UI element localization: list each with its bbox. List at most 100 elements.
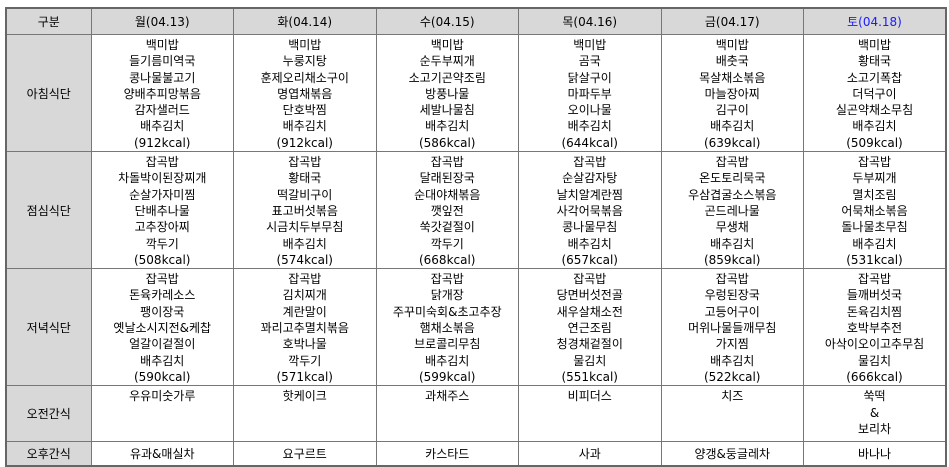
menu-item: 황태국 [857,54,892,69]
menu-item: 잡곡밥 [573,155,607,170]
menu-item: 우유미숫가루 [129,389,196,404]
menu-item: 브로콜리무침 [414,337,481,352]
menu-item: 핫케이크 [282,389,327,404]
menu-item: 양배추피망볶음 [123,86,201,101]
day-header-tue: 화(04.14) [233,7,377,35]
menu-cell: 백미밥 황태국 소고기폭찹 더덕구이 실곤약채소무침 배추김치 (509kcal) [803,33,947,153]
menu-item: 카스타드 [425,446,470,461]
menu-item: 치즈 [721,389,744,404]
calorie-text: (509kcal) [846,135,903,150]
menu-item: 잡곡밥 [288,272,322,287]
menu-item: 배추김치 [425,119,470,134]
menu-item: 물김치 [857,353,892,368]
calorie-text: (508kcal) [133,252,191,267]
menu-item: 깍두기 [288,353,322,368]
menu-item: 배추김치 [710,236,755,251]
menu-cell: 카스타드 [375,441,519,467]
header-row: 구분 월(04.13) 화(04.14) 수(04.15) 목(04.16) 금… [5,7,947,35]
menu-item: 마늘장아찌 [704,86,760,101]
menu-cell: 잡곡밥 달래된장국 순대야채볶음 깻잎전 쑥갓겉절이 깍두기 (668kcal) [375,151,519,270]
menu-item: 곰국 [578,54,601,69]
menu-cell: 사과 [518,441,662,467]
menu-item: 잡곡밥 [288,155,322,170]
calorie-text: (599kcal) [418,369,476,384]
menu-item: 돈육김치찜 [846,304,903,319]
menu-item: 팽이장국 [140,304,185,319]
menu-item: 떡갈비구이 [277,187,333,202]
row-breakfast: 아침식단 백미밥 들기름미역국 콩나물불고기 양배추피망볶음 감자샐러드 배추김치 (912k… [5,33,947,153]
menu-item: 쑥떡 [863,389,886,404]
menu-cell: 백미밥 누룽지탕 훈제오리채소구이 명엽채볶음 단호박찜 배추김치 (912kcal) [233,33,377,153]
menu-cell: 잡곡밥 순살감자탕 날치알계란찜 사각어묵볶음 콩나물무침 배추김치 (657kcal) [518,151,662,270]
menu-item: 배추김치 [282,236,327,251]
menu-item: 방풍나물 [425,86,470,101]
menu-item: 차돌박이된장찌개 [118,171,207,186]
menu-item: 표고버섯볶음 [271,203,338,218]
menu-item: 백미밥 [573,38,607,52]
menu-item: 배추김치 [710,119,755,134]
menu-item: 옛날소시지전&케찹 [113,321,212,336]
menu-item: 잡곡밥 [857,155,892,170]
category-header: 구분 [5,7,92,35]
menu-item: & [869,405,880,420]
calorie-text: (590kcal) [133,369,191,384]
menu-item: 배추김치 [140,119,185,134]
menu-item: 단호박찜 [282,103,327,118]
menu-item: 물김치 [573,353,607,368]
menu-item: 주꾸미숙회&초고추장 [392,304,502,319]
menu-item: 잡곡밥 [145,155,179,170]
menu-item: 순살감자탕 [562,171,618,186]
menu-item: 소고기곤약조림 [408,70,486,85]
menu-item: 깍두기 [430,236,464,251]
menu-cell: 잡곡밥 온도토리묵국 우삼겹굴소스볶음 곤드레나물 무생채 배추김치 (859kcal) [660,151,804,270]
menu-item: 배추김치 [140,353,185,368]
menu-item: 콩나물불고기 [129,70,196,85]
menu-cell: 잡곡밥 차돌박이된장찌개 순살가자미찜 단배추나물 고추장아찌 깍두기 (508kcal) [90,151,234,270]
menu-item: 순살가자미찜 [129,187,196,202]
menu-item: 배추김치 [852,236,897,251]
menu-cell: 핫케이크 [233,385,377,443]
menu-item: 청경채겉절이 [556,337,623,352]
menu-item: 감자샐러드 [134,103,190,118]
menu-item: 배추김치 [425,353,470,368]
day-header-fri: 금(04.17) [660,7,804,35]
menu-cell: 백미밥 곰국 닭살구이 마파두부 오이나물 배추김치 (644kcal) [518,33,662,153]
menu-item: 가지찜 [715,337,749,352]
menu-item: 어묵채소볶음 [841,203,908,218]
menu-item: 당면버섯전골 [556,288,623,303]
menu-cell: 잡곡밥 두부찌개 멸치조림 어묵채소볶음 돌나물초무침 배추김치 (531kcal) [803,151,947,270]
menu-item: 들깨버섯국 [846,288,903,303]
calorie-text: (522kcal) [703,369,761,384]
calorie-text: (571kcal) [276,369,333,384]
menu-cell: 잡곡밥 우렁된장국 고등어구이 머위나물들깨무침 가지찜 배추김치 (522kcal) [660,268,804,387]
menu-item: 김구이 [715,103,749,118]
menu-item: 목살채소볶음 [699,70,766,85]
menu-item: 배추김치 [282,119,327,134]
calorie-text: (859kcal) [703,252,761,267]
menu-item: 머위나물들깨무침 [688,321,777,336]
menu-item: 오이나물 [567,103,612,118]
menu-item: 백미밥 [430,38,464,52]
menu-item: 잡곡밥 [145,272,179,287]
menu-item: 잡곡밥 [715,272,749,287]
calorie-text: (644kcal) [561,135,618,150]
menu-item: 우렁된장국 [704,288,760,303]
menu-cell: 치즈 [660,385,804,443]
menu-item: 호박나물 [282,337,327,352]
menu-item: 호박부추전 [846,321,903,336]
menu-item: 배추김치 [567,119,612,134]
menu-cell: 백미밥 배춧국 목살채소볶음 마늘장아찌 김구이 배추김치 (639kcal) [660,33,804,153]
menu-item: 닭개장 [430,288,464,303]
menu-cell: 요구르트 [233,441,377,467]
menu-item: 순두부찌개 [419,54,475,69]
menu-item: 들기름미역국 [129,54,196,69]
menu-item: 마파두부 [567,86,612,101]
row-lunch: 점심식단 잡곡밥 차돌박이된장찌개 순살가자미찜 단배추나물 고추장아찌 깍두기 (508kc… [5,151,947,270]
calorie-text: (574kcal) [276,252,333,267]
menu-item: 날치알계란찜 [556,187,623,202]
calorie-text: (912kcal) [133,135,191,150]
menu-item: 백미밥 [145,38,179,52]
calorie-text: (639kcal) [703,135,761,150]
menu-item: 바나나 [857,446,892,461]
